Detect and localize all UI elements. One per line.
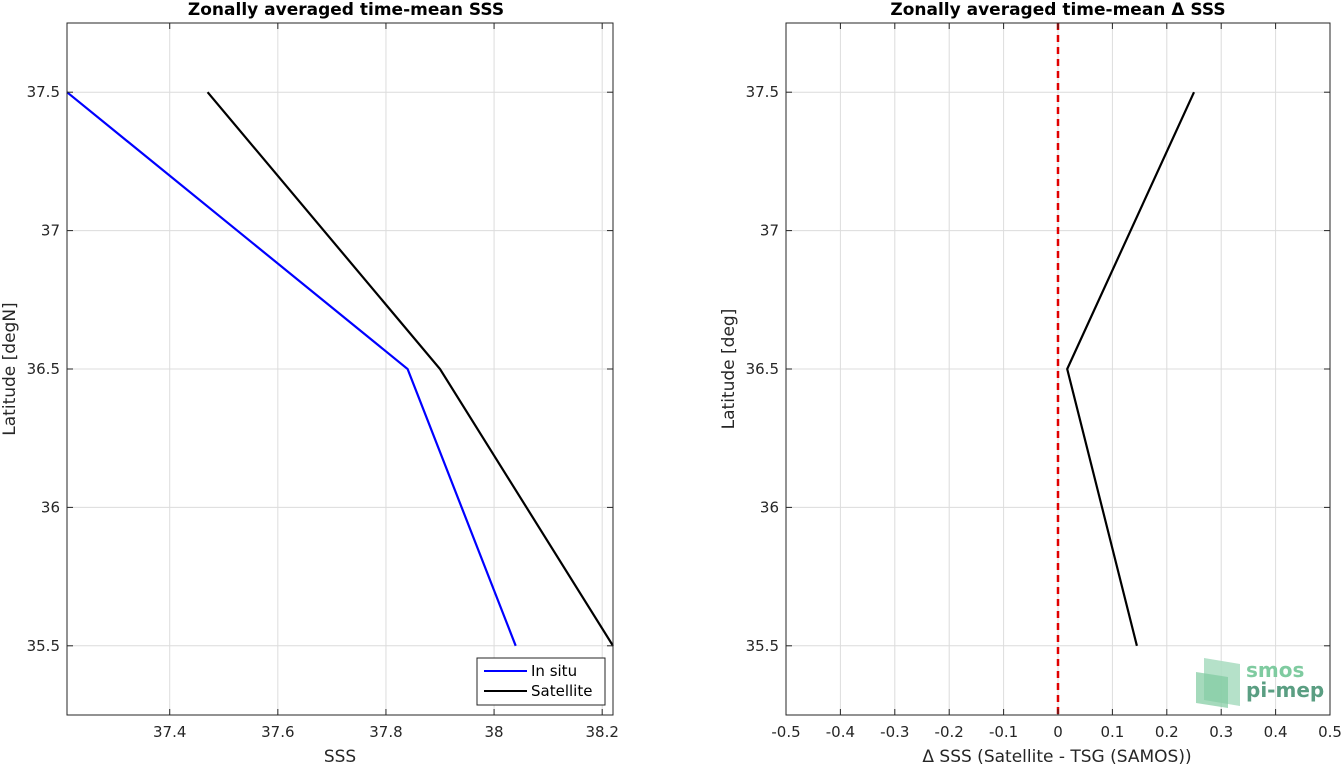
delta-series — [1066, 91, 1196, 647]
delta-x-tick-label: -0.2 — [935, 723, 964, 741]
delta-x-tick-label: 0.3 — [1209, 723, 1233, 741]
sss-x-tick-label: 37.6 — [261, 723, 294, 741]
delta-y-ticks: 35.5 36 36.5 37 37.5 — [746, 83, 1330, 655]
delta-x-tick-label: 0.1 — [1100, 723, 1124, 741]
delta-x-tick-label: 0.4 — [1264, 723, 1288, 741]
legend: In situ Satellite — [476, 657, 606, 706]
sss-x-tick-label: 38.2 — [585, 723, 618, 741]
sss-series — [66, 91, 614, 647]
sss-x-axis-label: SSS — [324, 747, 356, 765]
delta-x-ticks: -0.5 -0.4 -0.3 -0.2 -0.1 0 0.1 0.2 0.3 0.4 0.5 — [771, 23, 1342, 741]
sss-x-tick-label: 37.4 — [153, 723, 186, 741]
sss-x-tick-label: 38 — [485, 723, 504, 741]
sss-x-tick-label: 37.8 — [369, 723, 402, 741]
delta-x-tick-label: 0 — [1053, 723, 1063, 741]
delta-x-tick-label: -0.4 — [826, 723, 855, 741]
delta-sss-line — [1066, 91, 1196, 647]
sss-chart-title: Zonally averaged time-mean SSS — [188, 0, 504, 20]
in-situ-line — [66, 91, 517, 647]
delta-y-tick-label: 37 — [760, 222, 779, 240]
delta-x-tick-label: -0.5 — [771, 723, 800, 741]
sss-panel: Zonally averaged time-mean SSS 37.4 37.6 3… — [0, 0, 619, 765]
delta-x-tick-label: 0.2 — [1155, 723, 1179, 741]
logo-text-pi-mep: pi-mep — [1246, 678, 1324, 702]
logo-mark-layer — [1196, 672, 1228, 708]
delta-grid — [785, 23, 1331, 715]
delta-x-tick-label: -0.1 — [989, 723, 1018, 741]
sss-y-axis-label: Latitude [degN] — [0, 302, 20, 435]
sss-y-tick-label: 36.5 — [27, 360, 60, 378]
delta-sss-panel: Zonally averaged time-mean Δ SSS -0.5 -0.… — [719, 0, 1342, 765]
sss-y-ticks: 35.5 36 36.5 37 37.5 — [27, 83, 613, 655]
delta-y-tick-label: 36.5 — [746, 360, 779, 378]
legend-satellite-label: Satellite — [531, 682, 592, 700]
sss-y-tick-label: 37 — [41, 222, 60, 240]
delta-y-tick-label: 36 — [760, 498, 779, 516]
sss-grid — [67, 23, 613, 715]
sss-y-tick-label: 36 — [41, 498, 60, 516]
satellite-line — [206, 91, 614, 647]
delta-y-tick-label: 37.5 — [746, 83, 779, 101]
delta-y-axis-label: Latitude [deg] — [719, 309, 739, 430]
delta-chart-title: Zonally averaged time-mean Δ SSS — [890, 0, 1225, 20]
delta-y-tick-label: 35.5 — [746, 637, 779, 655]
legend-box — [476, 657, 606, 706]
sss-y-tick-label: 37.5 — [27, 83, 60, 101]
delta-x-tick-label: 0.5 — [1318, 723, 1342, 741]
logo-text-smos: smos — [1246, 658, 1304, 682]
smos-pi-mep-logo: smos pi-mep — [1196, 658, 1324, 708]
delta-x-axis-label: Δ SSS (Satellite - TSG (SAMOS)) — [922, 747, 1191, 765]
sss-y-tick-label: 35.5 — [27, 637, 60, 655]
sss-x-ticks: 37.4 37.6 37.8 38 38.2 — [153, 23, 619, 741]
delta-x-tick-label: -0.3 — [880, 723, 909, 741]
legend-in-situ-label: In situ — [531, 662, 577, 680]
